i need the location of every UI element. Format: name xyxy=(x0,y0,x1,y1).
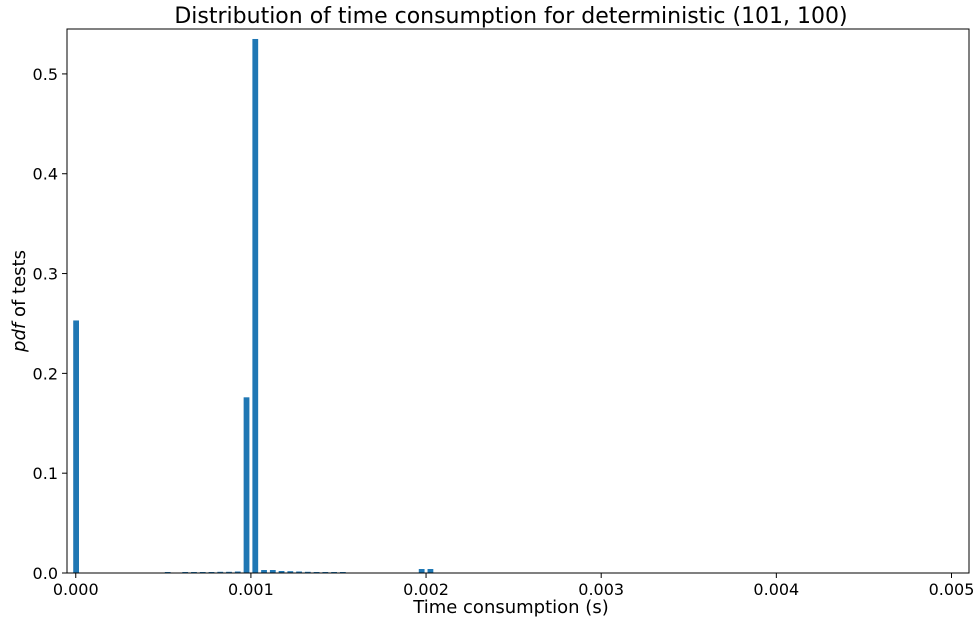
y-axis-label-italic: pdf xyxy=(9,320,30,353)
y-tick-label: 0.4 xyxy=(33,165,58,184)
bar-22 xyxy=(427,569,434,573)
x-tick-label: 0.001 xyxy=(228,580,274,599)
bar-21 xyxy=(418,569,425,573)
axes-frame xyxy=(66,28,970,574)
bar-12 xyxy=(269,570,276,573)
x-tick-label: 0.002 xyxy=(403,580,449,599)
plot-area: 0.000 0.001 0.002 0.003 0.004 0.005 0.0 0.1 0.2… xyxy=(33,28,975,599)
y-axis-label-rest: of tests xyxy=(9,250,30,323)
x-tick-label: 0.003 xyxy=(578,580,624,599)
bar-15 xyxy=(296,571,302,573)
bar-11 xyxy=(261,570,267,573)
y-tick-label: 0.1 xyxy=(33,464,58,483)
bar-16 xyxy=(304,571,311,573)
y-tick-label: 0.0 xyxy=(33,564,58,583)
bar-10 xyxy=(252,38,259,574)
chart-title: Distribution of time consumption for det… xyxy=(174,4,847,29)
bar-14 xyxy=(287,571,294,573)
y-axis-ticks: 0.0 0.1 0.2 0.3 0.4 0.5 xyxy=(33,65,67,583)
bar-0 xyxy=(73,320,79,573)
y-tick-label: 0.2 xyxy=(33,364,58,383)
bar-9 xyxy=(243,397,250,573)
bar-7 xyxy=(226,571,232,573)
y-tick-label: 0.3 xyxy=(33,265,58,284)
y-axis-label: pdf of tests xyxy=(9,250,30,353)
x-tick-label: 0.004 xyxy=(753,580,799,599)
x-axis-ticks: 0.000 0.001 0.002 0.003 0.004 0.005 xyxy=(53,573,975,599)
x-axis-label: Time consumption (s) xyxy=(412,597,608,618)
bar-13 xyxy=(278,571,285,573)
bars-group xyxy=(73,38,434,574)
y-tick-label: 0.5 xyxy=(33,65,58,84)
bar-8 xyxy=(234,571,241,573)
x-tick-label: 0.000 xyxy=(53,580,99,599)
bar-6 xyxy=(217,571,224,573)
x-tick-label: 0.005 xyxy=(929,580,975,599)
